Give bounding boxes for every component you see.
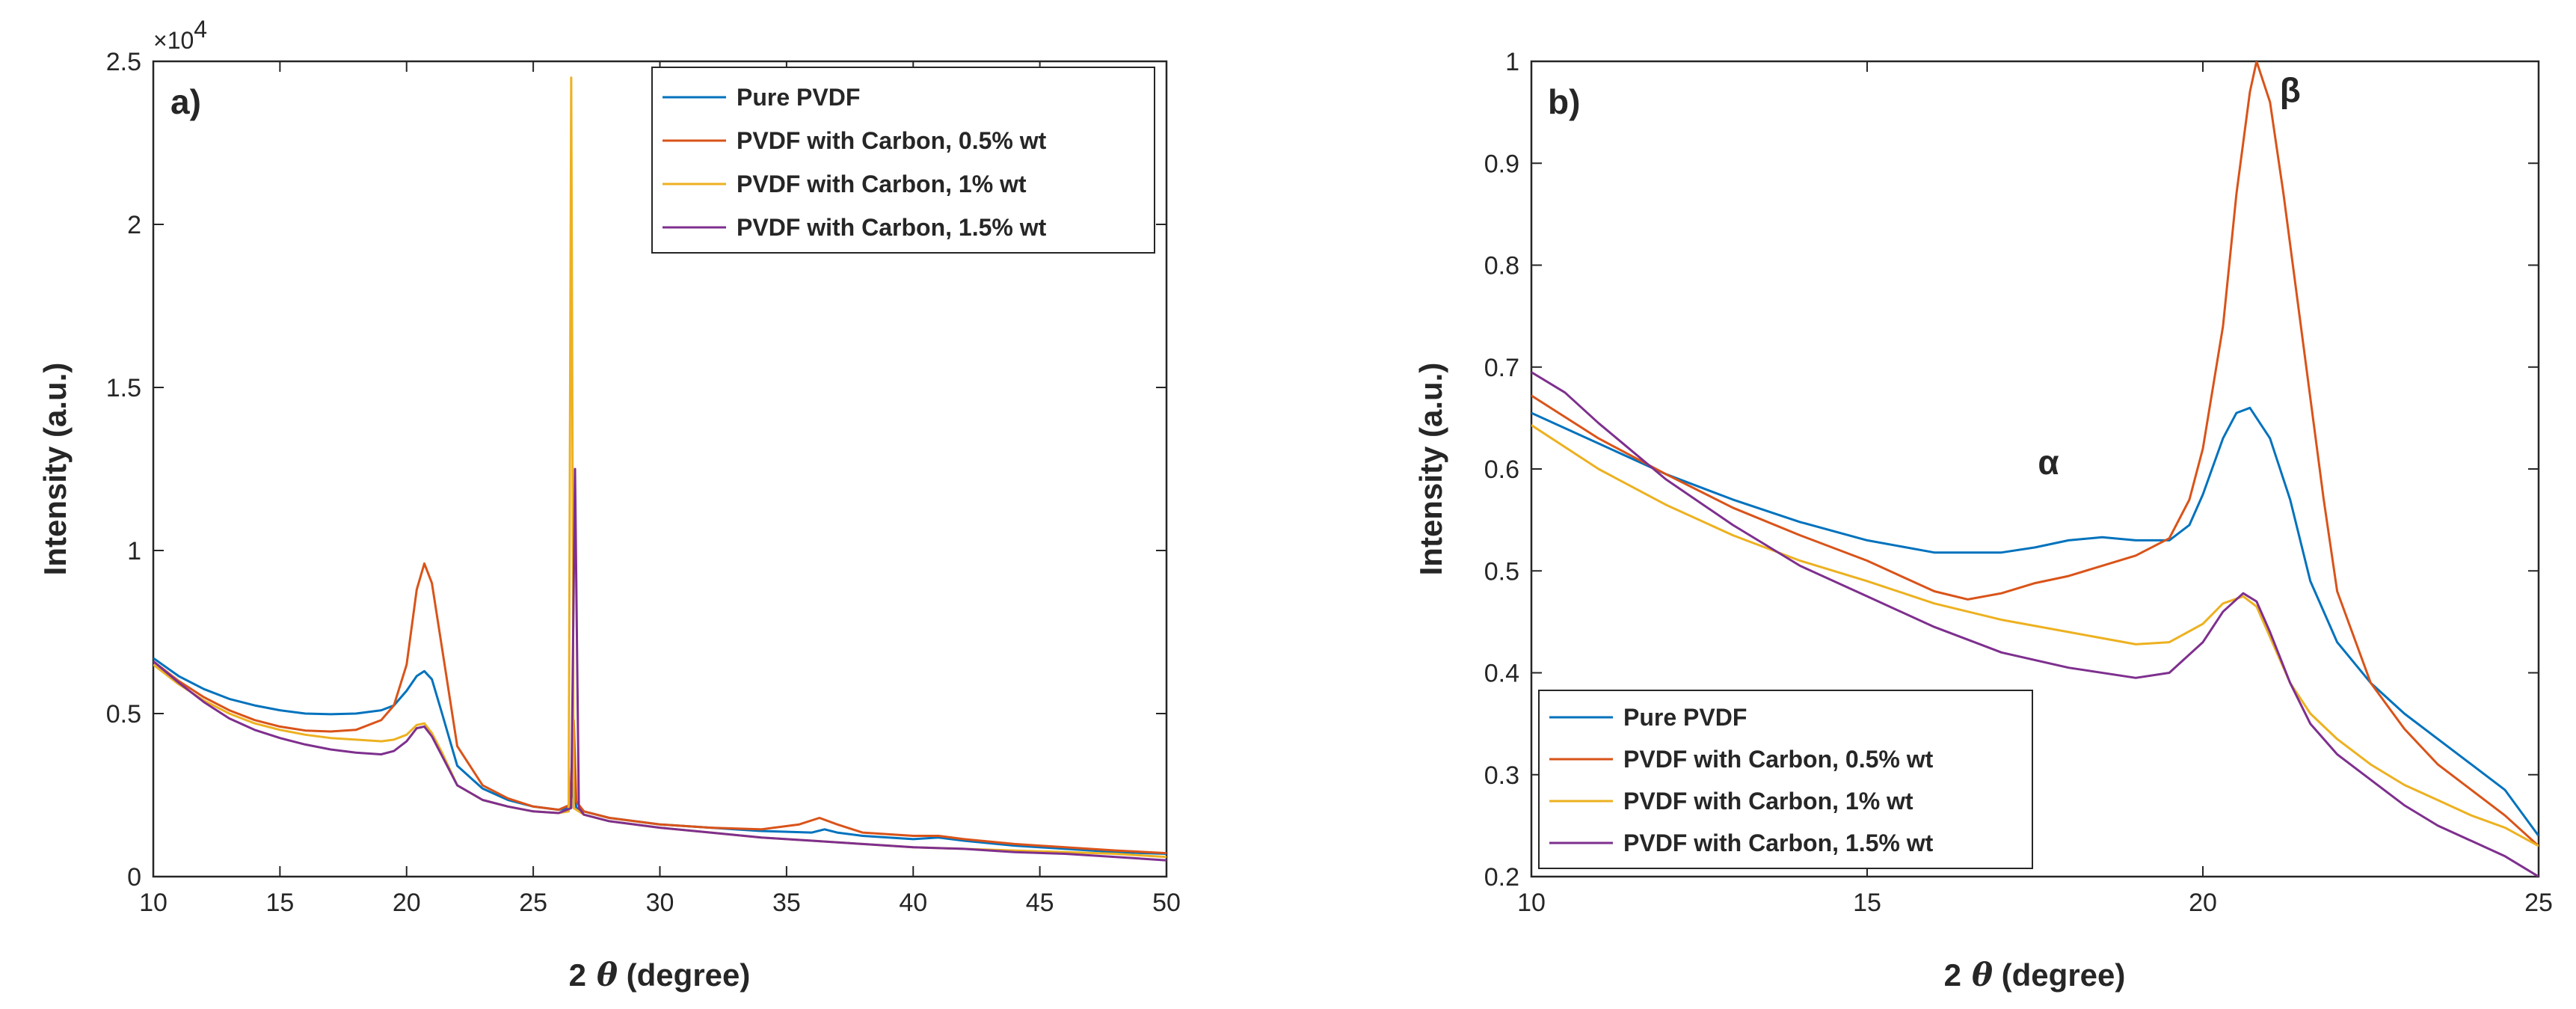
panel-b-x-tick-label: 25 — [2524, 889, 2553, 917]
panel-b-series-3-line — [1531, 371, 2539, 877]
panel-b-legend-label: Pure PVDF — [1623, 704, 1747, 731]
panel-a-series-3-line — [153, 467, 1166, 862]
panel-b-y-tick-label: 0.5 — [1484, 557, 1519, 586]
panel-a-y-tick-label: 2.5 — [106, 48, 141, 76]
panel-a-legend-label: Pure PVDF — [737, 84, 860, 111]
panel-a-x-tick-label: 40 — [899, 889, 927, 917]
panel-a-y-tick-label: 2 — [127, 211, 141, 239]
panel-a-x-tick-label: 20 — [393, 889, 421, 917]
panel-a-legend-label: PVDF with Carbon, 1.5% wt — [737, 214, 1047, 241]
panel-a-legend-label: PVDF with Carbon, 1% wt — [737, 171, 1027, 197]
panel-a-x-tick-label: 45 — [1026, 889, 1054, 917]
panel-a-x-tick-label: 10 — [139, 889, 167, 917]
panel-a-chart: 10 15 20 25 30 35 40 45 50 0 0.5 1 1.5 2 2.5 ×104 a) 2… — [37, 16, 1181, 993]
panel-b-x-tick-label: 15 — [1853, 889, 1881, 917]
panel-a-x-tick-label: 30 — [646, 889, 674, 917]
panel-b-y-tick-label: 0.7 — [1484, 354, 1519, 382]
panel-a-y-exponent: ×104 — [153, 16, 207, 54]
panel-b-annotation: α — [2038, 443, 2059, 482]
panel-b-y-tick-label: 0.6 — [1484, 456, 1519, 484]
panel-a-y-tick-label: 0.5 — [106, 700, 141, 729]
panel-a-label: a) — [170, 82, 201, 121]
panel-b-y-tick-label: 1 — [1505, 48, 1519, 76]
panel-b-annotation: β — [2280, 71, 2301, 110]
panel-b-legend-label: PVDF with Carbon, 0.5% wt — [1623, 746, 1934, 773]
panel-a-legend-label: PVDF with Carbon, 0.5% wt — [737, 127, 1047, 154]
panel-b-y-axis-label: Intensity (a.u.) — [1413, 363, 1448, 576]
panel-a-x-tick-label: 50 — [1152, 889, 1181, 917]
panel-b-legend-label: PVDF with Carbon, 1.5% wt — [1623, 829, 1934, 856]
panel-b-y-tick-label: 0.3 — [1484, 761, 1519, 790]
panel-b-x-tick-label: 10 — [1517, 889, 1546, 917]
panel-b-series-1-line — [1531, 61, 2539, 847]
panel-a-y-axis-label: Intensity (a.u.) — [37, 363, 73, 576]
panel-b-series-2-line — [1531, 424, 2539, 847]
panel-b-y-tick-label: 0.4 — [1484, 660, 1519, 688]
panel-b-y-tick-label: 0.9 — [1484, 150, 1519, 178]
panel-a-x-tick-label: 35 — [772, 889, 801, 917]
panel-a-y-tick-label: 1.5 — [106, 374, 141, 402]
panel-a-y-tick-label: 1 — [127, 537, 141, 565]
panel-a-x-tick-label: 15 — [265, 889, 294, 917]
panel-a-x-tick-label: 25 — [519, 889, 547, 917]
panel-b-series-0-line — [1531, 406, 2539, 837]
panel-b-x-tick-label: 20 — [2189, 889, 2217, 917]
panel-b-legend-label: PVDF with Carbon, 1% wt — [1623, 788, 1913, 815]
panel-a-y-tick-label: 0 — [127, 863, 141, 892]
panel-a-legend: Pure PVDF PVDF with Carbon, 0.5% wt PVDF w… — [651, 67, 1155, 254]
panel-b-legend: Pure PVDF PVDF with Carbon, 0.5% wt PVDF w… — [1538, 690, 2033, 869]
panel-b-chart: 10 15 20 250.20.30.40.50.60.70.80.91 b) αβ … — [1413, 48, 2553, 993]
panel-b-label: b) — [1548, 82, 1580, 121]
panel-a-series-1-line — [153, 562, 1166, 855]
panel-b-y-tick-label: 0.8 — [1484, 252, 1519, 280]
panel-b-y-tick-label: 0.2 — [1484, 863, 1519, 892]
